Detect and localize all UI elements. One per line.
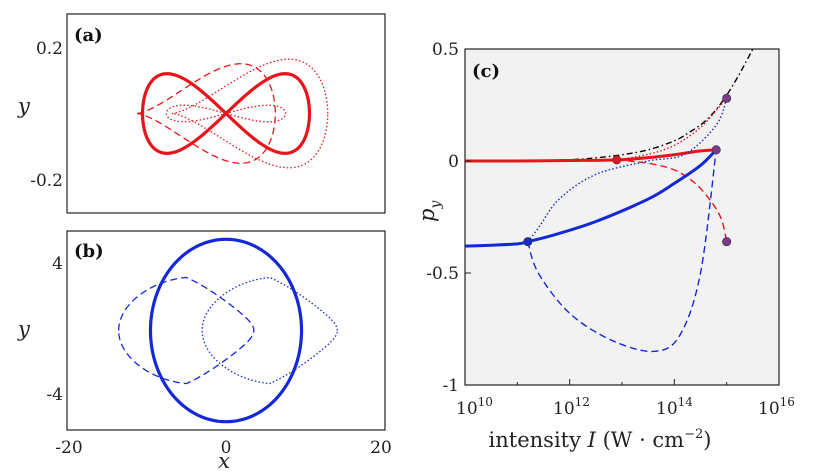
panel-b-frame: [66, 230, 386, 431]
svg-text:py: py: [415, 200, 444, 222]
panel-b-xtick: 20: [370, 438, 392, 458]
panel-c-marker: [711, 145, 721, 155]
panel-b-curve: [201, 276, 338, 385]
panel-c-xtick: 1012: [553, 395, 590, 419]
panel-c-marker: [523, 237, 533, 247]
xtick-base: 10: [758, 399, 780, 419]
panel-c-series: [465, 49, 754, 162]
svg-text:1012: 1012: [553, 395, 590, 419]
panel-b-ytick: 4: [52, 254, 63, 274]
panel-c-ytick: 0.5: [432, 40, 459, 60]
panel-c: (c) 0.5 0 -0.5 -1 1010 1012 1014 1016 in…: [415, 40, 795, 452]
xtick-exp: 16: [780, 395, 795, 409]
xtick-base: 10: [553, 399, 575, 419]
panel-b-ytick: -4: [46, 385, 63, 405]
panel-a-curve: [165, 104, 287, 123]
panel-b-xtick: -20: [55, 438, 82, 458]
panel-c-label: (c): [472, 61, 500, 82]
xtick-base: 10: [656, 399, 678, 419]
xtick-exp: 10: [478, 395, 493, 409]
panel-a-curve: [136, 63, 276, 164]
xtick-base: 10: [456, 399, 478, 419]
panel-b: (b) 4 -4 y -20 0 20 x: [17, 230, 392, 473]
panel-c-ytick: 0: [448, 152, 459, 172]
panel-b-label: (b): [74, 241, 104, 262]
panel-b-ylabel: y: [17, 317, 31, 341]
xtick-exp: 12: [575, 395, 590, 409]
panel-c-series: [527, 98, 728, 243]
panel-b-xlabel: x: [218, 449, 230, 473]
panel-c-series: [465, 148, 718, 248]
panel-c-marker: [612, 155, 622, 165]
panel-b-curve: [148, 237, 304, 424]
panel-c-xtick: 1010: [456, 395, 493, 419]
panel-a: (a) 0.2 -0.2 y: [17, 13, 386, 214]
panel-b-xtick: 0: [221, 438, 232, 458]
panel-a-curve: [171, 58, 329, 169]
panel-c-ytick: -0.5: [426, 264, 459, 284]
panel-a-ytick: 0.2: [36, 39, 63, 59]
svg-text:1010: 1010: [456, 395, 493, 419]
panel-c-marker: [722, 237, 732, 247]
panel-c-series: [527, 149, 717, 353]
svg-text:1014: 1014: [656, 395, 693, 419]
panel-c-plot: [465, 49, 754, 353]
panel-c-ylabel: py: [415, 200, 444, 222]
panel-a-plot: [136, 58, 329, 169]
svg-text:1016: 1016: [758, 395, 795, 419]
panel-b-plot: [118, 237, 338, 424]
panel-c-series: [616, 97, 728, 161]
panel-c-series: [465, 148, 717, 163]
panel-c-xlabel: intensity I (W · cm−2): [489, 427, 712, 452]
xtick-exp: 14: [678, 395, 694, 409]
panel-a-ylabel: y: [17, 94, 31, 118]
panel-c-frame: [464, 48, 780, 386]
panel-c-xtick: 1016: [758, 395, 795, 419]
panel-c-series: [616, 159, 728, 242]
panel-a-ytick: -0.2: [30, 171, 63, 191]
panel-c-marker: [722, 93, 732, 103]
panel-a-label: (a): [74, 25, 103, 46]
panel-b-curve: [118, 276, 255, 385]
panel-c-ytick: -1: [442, 376, 459, 396]
panel-c-ticks: [464, 48, 780, 386]
panel-c-xtick: 1014: [656, 395, 693, 419]
